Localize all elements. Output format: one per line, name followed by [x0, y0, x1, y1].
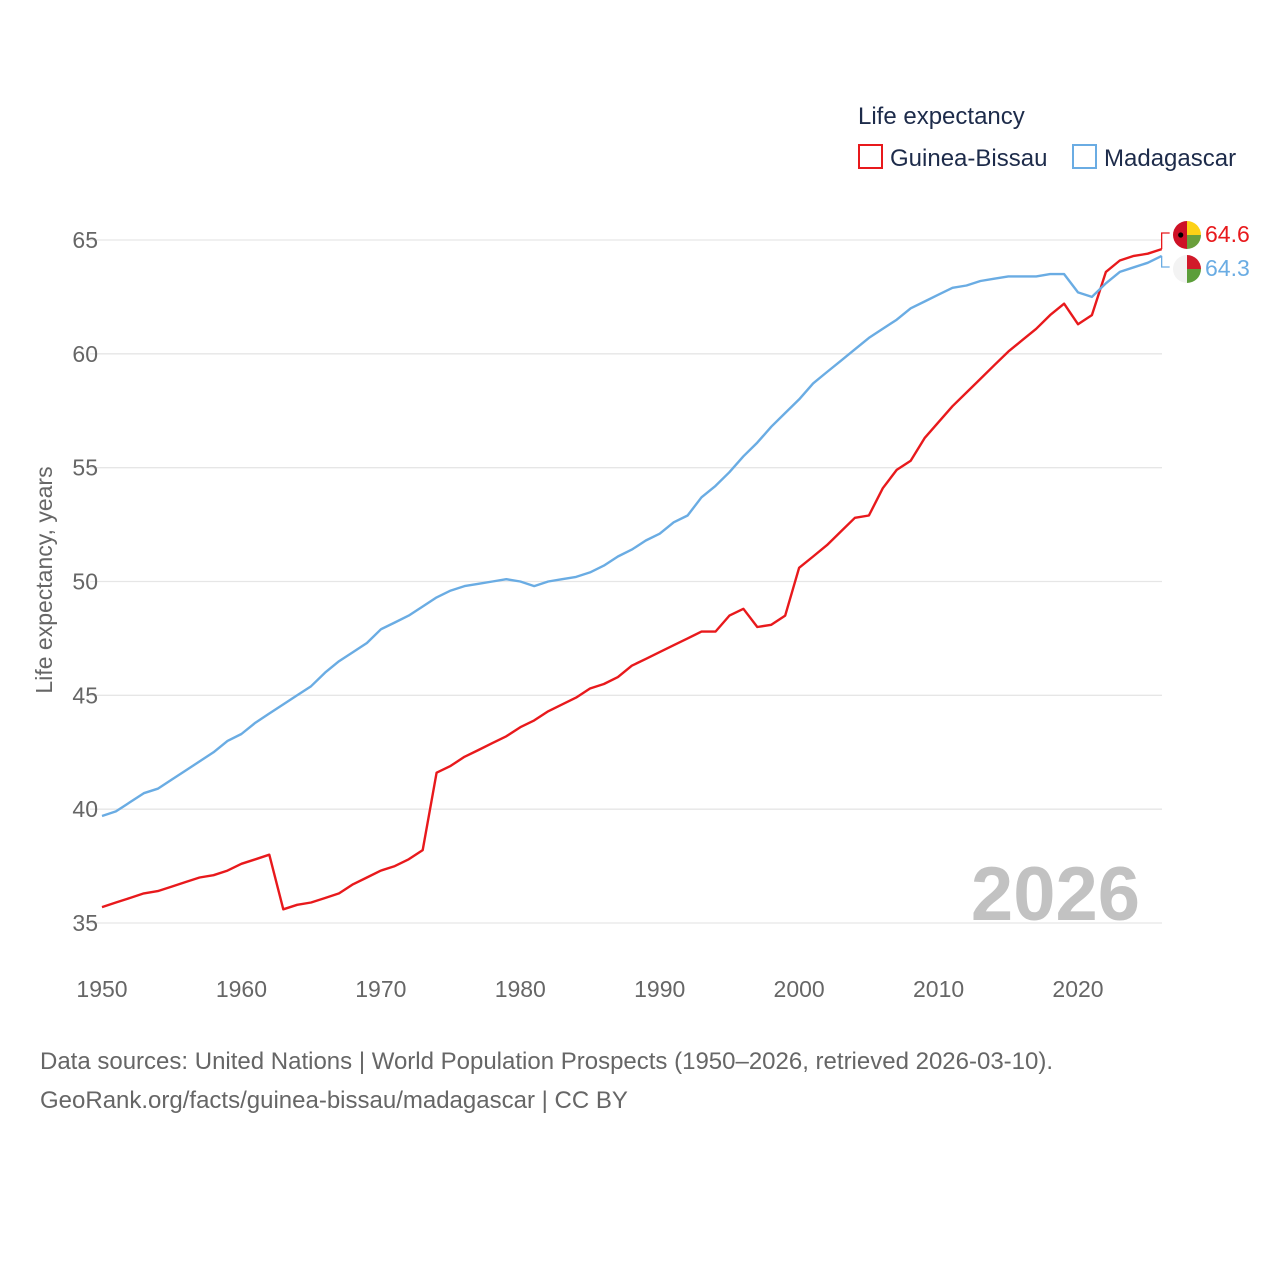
line-chart: 35 40 45 50 55 60 65 1950 1960 1970 1980 1990 2000 2… — [31, 103, 1250, 1002]
end-value-label: 64.3 — [1205, 255, 1250, 281]
y-tick-label: 45 — [72, 682, 98, 708]
x-tick-label: 1950 — [76, 976, 127, 1002]
flag-white-segment — [1173, 255, 1187, 283]
x-tick-label: 2020 — [1052, 976, 1103, 1002]
gridlines — [90, 239, 1162, 924]
current-year-watermark: 2026 — [971, 852, 1140, 937]
y-tick-label: 35 — [72, 910, 98, 936]
y-tick-label: 60 — [72, 341, 98, 367]
end-markers: 64.6 64.3 — [1161, 221, 1250, 283]
series-lines — [101, 247, 1163, 911]
flag-yellow-segment — [1187, 221, 1201, 235]
x-tick-label: 2000 — [774, 976, 825, 1002]
flag-red-segment — [1187, 255, 1201, 269]
legend-swatch-guinea-bissau — [858, 144, 883, 169]
y-tick-label: 50 — [72, 569, 98, 595]
flag-green-segment — [1187, 235, 1201, 249]
legend-label-madagascar: Madagascar — [1104, 145, 1236, 172]
legend: Life expectancy Guinea-Bissau Madagascar — [858, 103, 1236, 172]
flag-madagascar-icon — [1173, 255, 1201, 283]
series-line-madagascar[interactable] — [101, 254, 1163, 818]
legend-swatch-madagascar — [1072, 144, 1097, 169]
flag-star — [1178, 232, 1184, 238]
end-value-label: 64.6 — [1205, 221, 1250, 247]
flag-guinea-bissau-icon — [1173, 221, 1201, 249]
footer-data-sources: Data sources: United Nations | World Pop… — [40, 1048, 1054, 1075]
x-axis-ticks: 1950 1960 1970 1980 1990 2000 2010 2020 — [76, 976, 1103, 1002]
x-tick-label: 1980 — [495, 976, 546, 1002]
x-tick-label: 1970 — [355, 976, 406, 1002]
footer-attribution: GeoRank.org/facts/guinea-bissau/madagasc… — [40, 1087, 628, 1114]
legend-item-madagascar[interactable]: Madagascar — [1072, 144, 1236, 172]
y-axis-ticks: 35 40 45 50 55 60 65 — [72, 227, 98, 936]
flag-green-segment — [1187, 269, 1201, 283]
series-line-guinea-bissau[interactable] — [101, 247, 1163, 911]
footer: Data sources: United Nations | World Pop… — [40, 1042, 1053, 1120]
y-tick-label: 55 — [72, 455, 98, 481]
y-tick-label: 65 — [72, 227, 98, 253]
legend-title: Life expectancy — [858, 103, 1025, 130]
end-connector — [1161, 232, 1170, 250]
end-connector — [1161, 255, 1170, 268]
legend-label-guinea-bissau: Guinea-Bissau — [890, 145, 1047, 172]
x-tick-label: 2010 — [913, 976, 964, 1002]
legend-item-guinea-bissau[interactable]: Guinea-Bissau — [858, 144, 1047, 172]
x-tick-label: 1990 — [634, 976, 685, 1002]
y-axis-title: Life expectancy, years — [31, 466, 57, 693]
y-tick-label: 40 — [72, 796, 98, 822]
x-tick-label: 1960 — [216, 976, 267, 1002]
